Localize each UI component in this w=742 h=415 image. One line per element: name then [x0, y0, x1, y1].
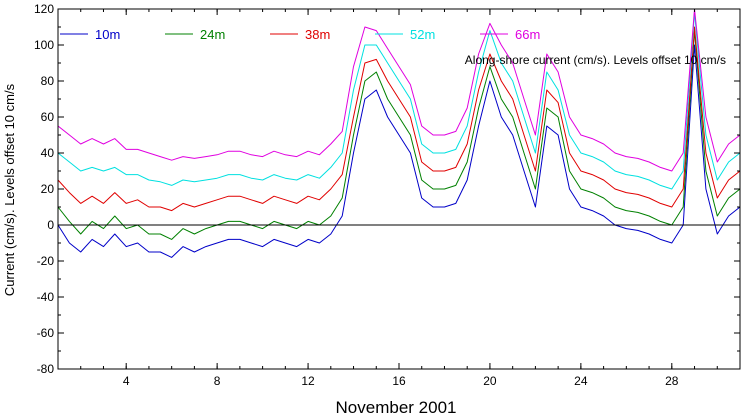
y-tick-label: -60: [37, 326, 55, 340]
legend-label-10m: 10m: [95, 27, 120, 42]
y-tick-label: -40: [37, 290, 55, 304]
series-line-66m: [57, 8, 741, 172]
y-tick-label: 40: [41, 146, 55, 160]
y-tick-label: 20: [41, 182, 55, 196]
x-tick-label: 4: [123, 374, 130, 388]
x-tick-label: 20: [483, 374, 497, 388]
series-line-38m: [57, 26, 741, 212]
x-tick-label: 16: [392, 374, 406, 388]
series-line-52m: [57, 12, 741, 190]
x-tick-label: 28: [665, 374, 679, 388]
legend-label-66m: 66m: [515, 27, 540, 42]
series-line-10m: [57, 44, 741, 258]
legend-label-52m: 52m: [410, 27, 435, 42]
y-tick-label: 0: [47, 218, 54, 232]
y-tick-label: -20: [37, 254, 55, 268]
y-axis-label: Current (cm/s). Levels offset 10 cm/s: [2, 83, 17, 296]
x-tick-label: 24: [574, 374, 588, 388]
y-tick-label: 100: [34, 38, 54, 52]
chart-title: Along-shore current (cm/s). Levels offse…: [465, 53, 726, 67]
y-tick-label: -80: [37, 362, 55, 376]
x-tick-label: 12: [301, 374, 315, 388]
y-tick-label: 60: [41, 110, 55, 124]
legend: 10m 24m 38m 52m 66m: [60, 27, 540, 42]
legend-label-38m: 38m: [305, 27, 330, 42]
x-axis: 4 8 12 16 20 24 28: [57, 9, 741, 388]
y-tick-label: 120: [34, 2, 54, 16]
series-layer: [57, 8, 741, 258]
legend-label-24m: 24m: [200, 27, 225, 42]
y-tick-label: 80: [41, 74, 55, 88]
x-tick-label: 8: [214, 374, 221, 388]
x-axis-label: November 2001: [336, 398, 457, 415]
series-line-24m: [57, 30, 741, 240]
y-axis: -80 -60 -40 -20 0 20 40 60 80 100 120: [34, 2, 740, 376]
